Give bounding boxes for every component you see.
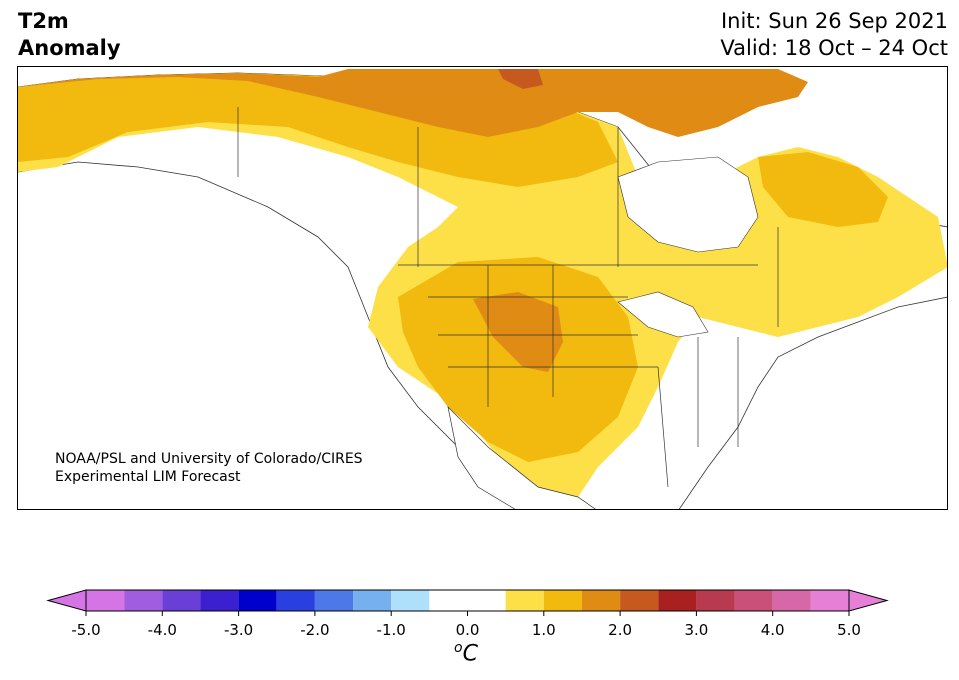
colorbar-segment	[696, 590, 735, 611]
map-title: T2m Anomaly	[18, 8, 121, 62]
colorbar	[46, 589, 889, 616]
colorbar-segment	[543, 590, 582, 611]
colorbar-segment	[581, 590, 621, 611]
colorbar-tick-label: -1.0	[376, 621, 406, 639]
colorbar-segment	[314, 590, 354, 611]
colorbar-unit: oC	[454, 640, 478, 666]
colorbar-segment	[734, 590, 773, 611]
colorbar-segment	[429, 590, 506, 611]
colorbar-segment	[505, 590, 544, 611]
colorbar-segment	[658, 590, 697, 611]
valid-date: Valid: 18 Oct – 24 Oct	[720, 36, 948, 60]
colorbar-under-arrow	[46, 589, 87, 612]
colorbar-segment	[620, 590, 659, 611]
credit-line-2: Experimental LIM Forecast	[55, 469, 241, 485]
anomaly-map	[17, 66, 948, 510]
colorbar-tick-label: -3.0	[223, 621, 254, 639]
colorbar-segment	[162, 590, 201, 611]
colorbar-segment	[810, 590, 849, 611]
political-boundaries	[237, 107, 779, 488]
colorbar-segment	[200, 590, 239, 611]
init-date: Init: Sun 26 Sep 2021	[720, 9, 948, 33]
colorbar-tick-label: -4.0	[147, 621, 177, 639]
mexico-outline	[447, 405, 596, 509]
colorbar-segment	[391, 590, 430, 611]
colorbar-segment	[86, 590, 125, 611]
great-lakes	[617, 291, 709, 338]
unit-base: C	[462, 641, 478, 667]
colorbar-tick-label: 2.0	[608, 621, 633, 639]
anomaly-band-2-0	[498, 69, 543, 89]
date-info: Init: Sun 26 Sep 2021 Valid: 18 Oct – 24…	[720, 8, 948, 62]
colorbar-segment	[353, 590, 392, 611]
colorbar-segment	[772, 590, 811, 611]
map-canvas	[18, 69, 947, 509]
title-line-2: Anomaly	[18, 36, 121, 60]
colorbar-tick-label: -5.0	[71, 621, 101, 639]
colorbar-segment	[238, 590, 277, 611]
credit-text: NOAA/PSL and University of Colorado/CIRE…	[55, 450, 363, 486]
colorbar-tick-label: 4.0	[760, 621, 785, 639]
anomaly-band-1-0	[18, 73, 888, 462]
anomaly-band-1-5	[18, 69, 808, 372]
credit-line-1: NOAA/PSL and University of Colorado/CIRE…	[55, 451, 363, 467]
colorbar-tick-label: -2.0	[300, 621, 330, 639]
colorbar-tick-label: 3.0	[684, 621, 709, 639]
colorbar-over-arrow	[848, 589, 889, 612]
colorbar-tick-label: 0.0	[455, 621, 480, 639]
unit-degree: o	[454, 640, 463, 656]
colorbar-tick-label: 1.0	[531, 621, 556, 639]
colorbar-segment	[124, 590, 163, 611]
hudson-bay	[617, 156, 759, 253]
colorbar-tick-label: 5.0	[837, 621, 861, 639]
colorbar-segment	[276, 590, 315, 611]
title-line-1: T2m	[18, 9, 69, 33]
